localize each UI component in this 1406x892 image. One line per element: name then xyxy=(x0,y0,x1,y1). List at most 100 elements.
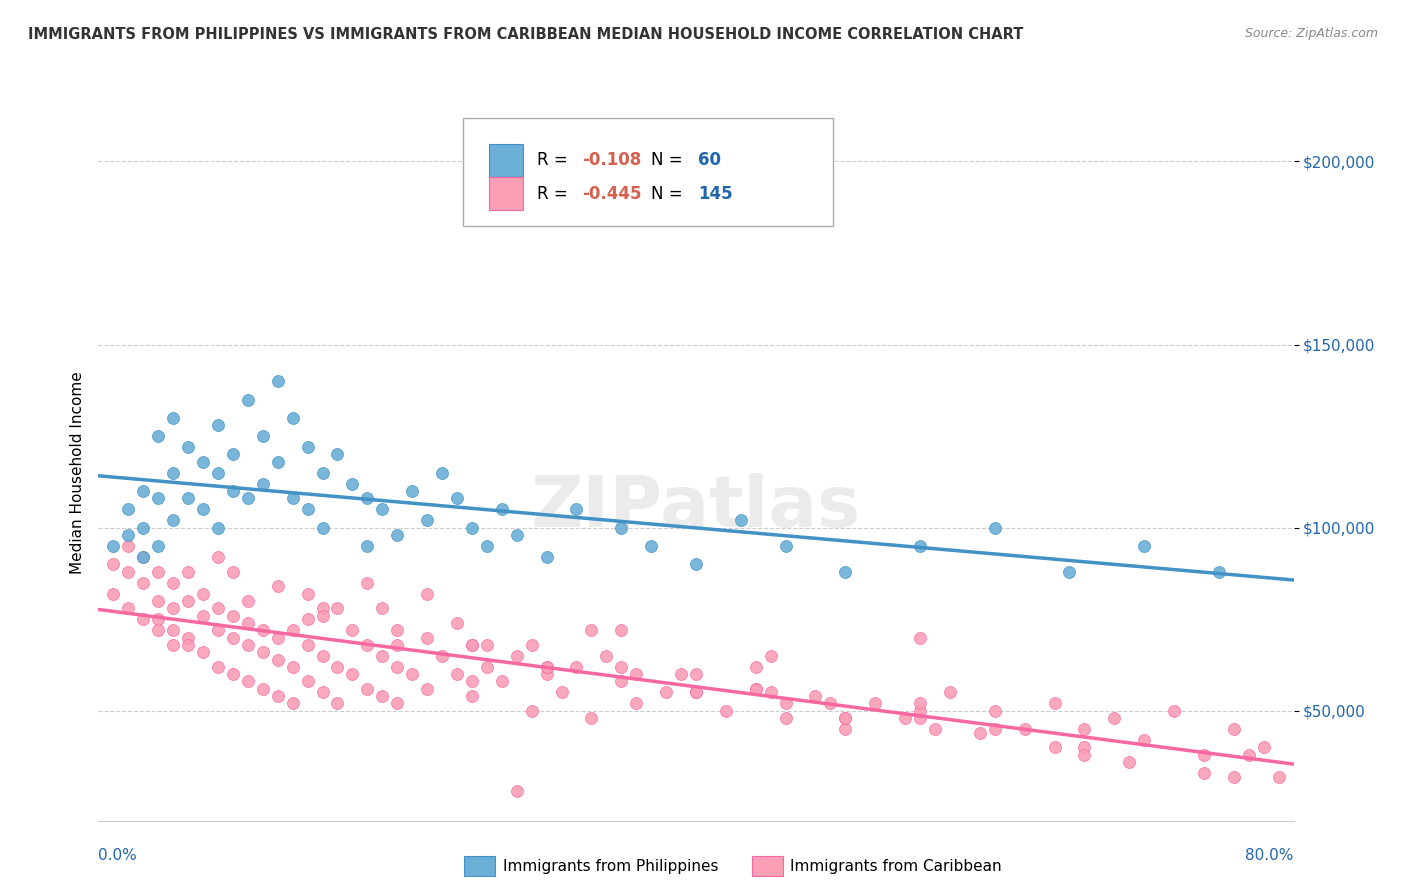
Text: 145: 145 xyxy=(699,185,733,202)
Text: 60: 60 xyxy=(699,152,721,169)
Point xyxy=(475,660,498,674)
Point xyxy=(714,704,737,718)
Point xyxy=(385,697,409,711)
Point xyxy=(908,539,931,553)
Point xyxy=(207,660,229,674)
Point xyxy=(162,638,184,652)
Point xyxy=(983,722,1005,736)
Point xyxy=(401,484,423,499)
Point xyxy=(222,565,245,579)
Point xyxy=(1133,539,1156,553)
Point xyxy=(267,631,290,645)
Point xyxy=(624,667,647,681)
Point xyxy=(536,667,558,681)
Point xyxy=(207,624,229,638)
Point xyxy=(610,624,633,638)
Point xyxy=(297,586,319,600)
Point xyxy=(461,674,484,689)
Point xyxy=(356,491,378,506)
Point xyxy=(148,565,170,579)
Point xyxy=(759,685,782,699)
Point xyxy=(565,502,588,516)
Point xyxy=(461,638,484,652)
Point xyxy=(177,440,200,454)
Text: IMMIGRANTS FROM PHILIPPINES VS IMMIGRANTS FROM CARIBBEAN MEDIAN HOUSEHOLD INCOME: IMMIGRANTS FROM PHILIPPINES VS IMMIGRANT… xyxy=(28,27,1024,42)
Point xyxy=(207,418,229,433)
Point xyxy=(252,645,274,659)
Point xyxy=(624,697,647,711)
Point xyxy=(520,704,543,718)
Point xyxy=(162,624,184,638)
Point xyxy=(759,648,782,663)
Point xyxy=(1043,740,1066,755)
Point xyxy=(252,624,274,638)
Point xyxy=(536,660,558,674)
Point xyxy=(565,660,588,674)
Point xyxy=(132,549,155,564)
Point xyxy=(191,645,214,659)
Point xyxy=(595,648,617,663)
Point xyxy=(281,697,304,711)
Point xyxy=(132,575,155,590)
Point xyxy=(865,697,887,711)
Point xyxy=(252,681,274,696)
Point xyxy=(297,612,319,626)
Text: N =: N = xyxy=(651,152,688,169)
Point xyxy=(1208,565,1230,579)
Text: R =: R = xyxy=(537,152,574,169)
Point xyxy=(1192,747,1215,762)
Point xyxy=(191,608,214,623)
FancyBboxPatch shape xyxy=(489,177,523,211)
Point xyxy=(311,466,333,480)
Point xyxy=(491,674,513,689)
Point xyxy=(103,558,125,572)
Point xyxy=(385,638,409,652)
Point xyxy=(267,689,290,703)
Point xyxy=(1237,747,1260,762)
Point xyxy=(326,601,349,615)
Point xyxy=(326,697,349,711)
Point xyxy=(222,484,245,499)
Point xyxy=(117,528,139,542)
Point xyxy=(281,491,304,506)
Y-axis label: Median Household Income: Median Household Income xyxy=(69,371,84,574)
Point xyxy=(117,502,139,516)
Point xyxy=(983,521,1005,535)
Point xyxy=(581,624,603,638)
Point xyxy=(581,711,603,725)
Point xyxy=(132,521,155,535)
Point xyxy=(1073,740,1095,755)
Point xyxy=(685,558,707,572)
Point xyxy=(685,667,707,681)
Point xyxy=(297,638,319,652)
Point xyxy=(969,725,991,739)
Point xyxy=(326,660,349,674)
Point xyxy=(371,601,394,615)
Point xyxy=(1163,704,1185,718)
Point xyxy=(461,689,484,703)
Point xyxy=(939,685,962,699)
Point xyxy=(311,608,333,623)
Point xyxy=(281,624,304,638)
Point xyxy=(222,608,245,623)
Point xyxy=(416,586,439,600)
Point xyxy=(342,667,364,681)
Point xyxy=(924,722,946,736)
Point xyxy=(506,784,529,798)
Point xyxy=(894,711,917,725)
Point xyxy=(342,624,364,638)
Point xyxy=(1059,565,1081,579)
Point xyxy=(550,685,572,699)
Text: ZIPatlas: ZIPatlas xyxy=(531,473,860,542)
Point xyxy=(401,667,423,681)
Point xyxy=(775,539,797,553)
Point xyxy=(475,638,498,652)
Point xyxy=(103,586,125,600)
Point xyxy=(1267,770,1289,784)
Point xyxy=(356,638,378,652)
Point xyxy=(148,491,170,506)
Point xyxy=(371,689,394,703)
Point xyxy=(191,455,214,469)
Point xyxy=(148,594,170,608)
Point xyxy=(1253,740,1275,755)
